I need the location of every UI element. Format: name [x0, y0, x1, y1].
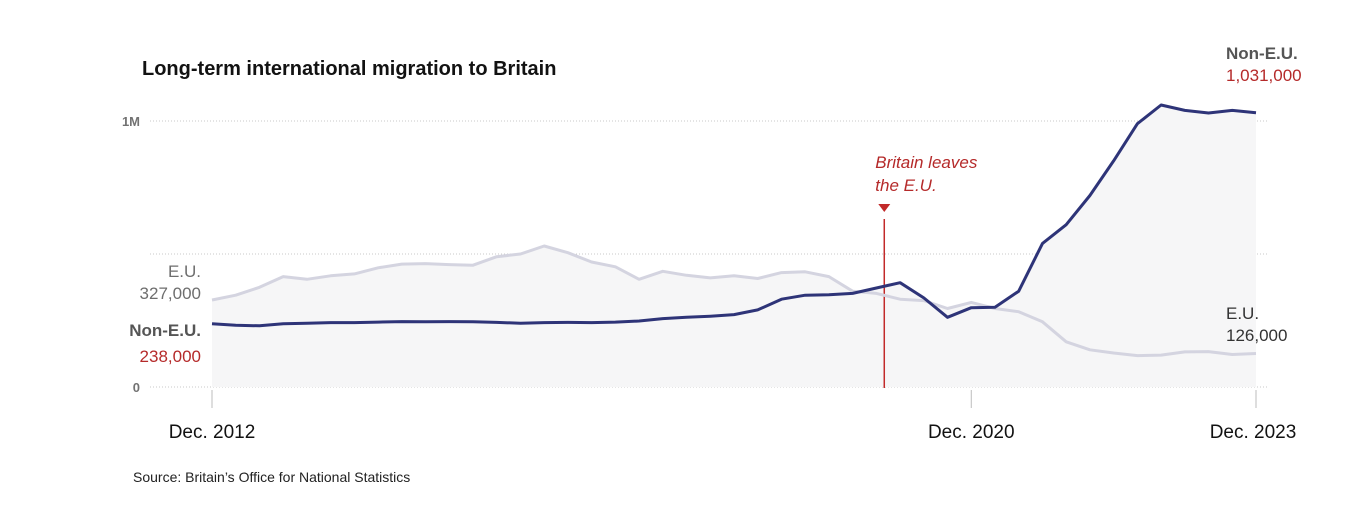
area-fill: [212, 105, 1256, 387]
y-tick-label-1m: 1M: [122, 114, 140, 129]
start-label-eu-name: E.U.: [168, 262, 201, 281]
start-label-non-eu-value: 238,000: [140, 347, 201, 366]
series-line-non-eu: [211, 103, 1257, 328]
x-tick-label: Dec. 2012: [169, 422, 256, 443]
series-line-eu: [211, 244, 1257, 358]
y-tick-label-0: 0: [133, 380, 140, 395]
end-label-eu-name: E.U.: [1226, 304, 1259, 323]
chart-title: Long-term international migration to Bri…: [142, 58, 556, 80]
end-label-non-eu-value: 1,031,000: [1226, 66, 1302, 85]
end-label-non-eu-name: Non-E.U.: [1226, 44, 1298, 63]
start-label-non-eu-name: Non-E.U.: [129, 321, 201, 340]
start-label-eu-value: 327,000: [140, 284, 201, 303]
brexit-marker-arrow: [878, 204, 891, 212]
x-tick-label: Dec. 2020: [928, 422, 1015, 443]
x-axis: Dec. 2012 Dec. 2020 Dec. 2023: [169, 390, 1297, 443]
end-label-eu-value: 126,000: [1226, 326, 1287, 345]
brexit-annotation-line2: the E.U.: [875, 176, 936, 195]
x-tick-label: Dec. 2023: [1210, 422, 1297, 443]
source-note: Source: Britain’s Office for National St…: [133, 469, 410, 485]
brexit-annotation-line1: Britain leaves: [875, 153, 978, 172]
